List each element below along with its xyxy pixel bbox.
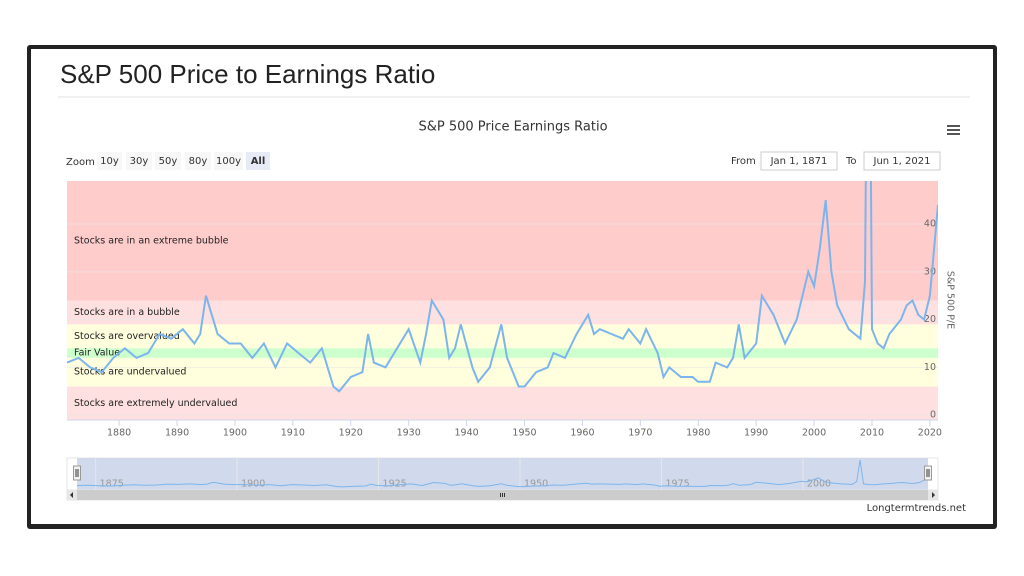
x-tick-label: 1930 bbox=[397, 428, 421, 439]
navigator-plot bbox=[76, 459, 929, 488]
band-label: Stocks are undervalued bbox=[74, 367, 186, 378]
menu-button[interactable] bbox=[945, 121, 963, 139]
plot-band bbox=[67, 300, 938, 325]
navigator-tick-label: 1950 bbox=[524, 479, 548, 490]
to-input[interactable] bbox=[863, 151, 941, 171]
navigator-tick-label: 1875 bbox=[100, 479, 124, 490]
zoom-button[interactable] bbox=[97, 152, 122, 170]
credits[interactable]: Longtermtrends.net bbox=[867, 503, 966, 514]
series-line bbox=[67, 181, 938, 393]
plot-band bbox=[67, 357, 938, 387]
plot-band bbox=[67, 181, 938, 301]
x-tick-label: 2000 bbox=[802, 428, 826, 439]
x-tick-label: 2020 bbox=[918, 428, 942, 439]
zoom-button-label[interactable]: 80y bbox=[189, 156, 208, 167]
from-label: From bbox=[731, 156, 756, 167]
navigator-line bbox=[76, 459, 929, 488]
navigator-tick-label: 1900 bbox=[241, 479, 265, 490]
x-tick-label: 1960 bbox=[570, 428, 594, 439]
band-label: Stocks are overvalued bbox=[74, 331, 180, 342]
band-label: Stocks are extremely undervalued bbox=[74, 398, 237, 409]
x-tick-label: 1920 bbox=[339, 428, 363, 439]
zoom-button[interactable] bbox=[155, 152, 181, 170]
navigator-handle[interactable] bbox=[73, 465, 81, 481]
band-label: Stocks are in an extreme bubble bbox=[74, 235, 229, 246]
to-label: To bbox=[845, 156, 857, 167]
scrollbar-left-arrow bbox=[70, 492, 73, 498]
x-tick-label: 1900 bbox=[223, 428, 247, 439]
zoom-button-label[interactable]: All bbox=[251, 156, 266, 167]
zoom-button-label[interactable]: 10y bbox=[100, 156, 119, 167]
band-label: Stocks are in a bubble bbox=[74, 307, 180, 318]
page-title: S&P 500 Price to Earnings Ratio bbox=[60, 59, 435, 89]
plot bbox=[67, 181, 938, 393]
y-tick-label: 10 bbox=[924, 362, 936, 373]
scrollbar-right-arrow bbox=[932, 492, 935, 498]
x-tick-label: 1970 bbox=[628, 428, 652, 439]
x-tick-label: 1880 bbox=[107, 428, 131, 439]
navigator-tick-label: 1975 bbox=[665, 479, 689, 490]
y-tick-label: 40 bbox=[924, 219, 936, 230]
plot-band bbox=[67, 348, 938, 358]
x-tick-label: 1980 bbox=[686, 428, 710, 439]
zoom-label: Zoom bbox=[66, 157, 95, 168]
zoom-button-label[interactable]: 50y bbox=[159, 156, 178, 167]
from-value[interactable]: Jan 1, 1871 bbox=[770, 156, 828, 167]
zoom-button[interactable] bbox=[185, 152, 211, 170]
y-axis-title: S&P 500 P/E bbox=[945, 271, 956, 329]
zoom-button[interactable] bbox=[246, 152, 270, 170]
y-tick-label: 30 bbox=[924, 266, 936, 277]
navigator-tick-label: 2000 bbox=[807, 479, 831, 490]
navigator-tick-label: 1925 bbox=[383, 479, 407, 490]
zoom-button-label[interactable]: 30y bbox=[130, 156, 149, 167]
x-tick-label: 1890 bbox=[165, 428, 189, 439]
zoom-button[interactable] bbox=[214, 152, 243, 170]
plot-band bbox=[67, 386, 938, 420]
y-tick-label: 0 bbox=[930, 410, 936, 421]
navigator-handle[interactable] bbox=[924, 465, 932, 481]
x-tick-label: 1940 bbox=[455, 428, 479, 439]
zoom-button[interactable] bbox=[126, 152, 152, 170]
from-input[interactable] bbox=[760, 151, 838, 171]
x-tick-label: 1950 bbox=[512, 428, 536, 439]
chart-title: S&P 500 Price Earnings Ratio bbox=[418, 120, 607, 135]
x-tick-label: 1910 bbox=[281, 428, 305, 439]
x-tick-label: 1990 bbox=[744, 428, 768, 439]
zoom-button-label[interactable]: 100y bbox=[216, 156, 241, 167]
x-tick-label: 2010 bbox=[860, 428, 884, 439]
navigator-mask bbox=[77, 458, 928, 490]
band-label: Fair Value bbox=[74, 348, 120, 359]
y-tick-label: 20 bbox=[924, 314, 936, 325]
to-value[interactable]: Jun 1, 2021 bbox=[873, 156, 931, 167]
